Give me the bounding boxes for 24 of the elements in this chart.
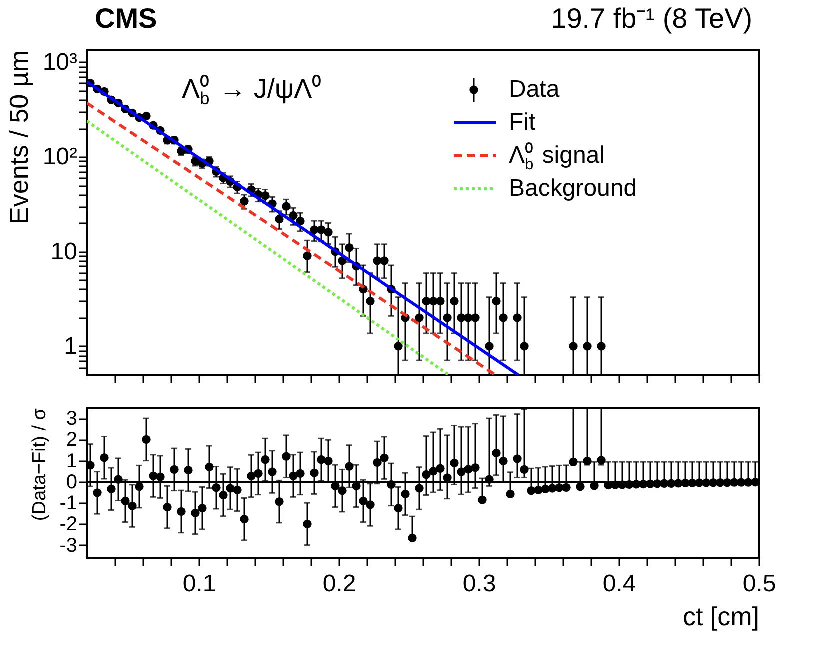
y-tick-label: -1 [60,492,78,515]
y-tick-label: 10² [42,144,78,171]
y-tick-label: 3 [66,408,78,430]
y-tick-label: 1 [66,450,78,472]
x-tick-label: 0.3 [462,570,496,598]
x-tick-label: 0.2 [322,570,356,598]
y-tick-label: 1 [64,332,78,360]
legend-label: Data [509,76,560,103]
y-tick-label: -3 [60,534,78,557]
legend-label: Fit [509,109,536,136]
y-tick-label: 0 [66,471,78,494]
chart-title: CMS [95,3,158,34]
y-axis-title: (Data−Fit) / σ [30,408,51,522]
y-tick-label: 10 [50,238,78,266]
y-tick-label: 10³ [42,48,78,76]
text: 19.7 fb⁻¹ (8 TeV) [551,3,753,34]
x-axis-title: ct [cm] [682,602,760,632]
y-tick-label: 2 [66,429,78,452]
x-tick-label: 0.4 [602,570,636,598]
y-axis-title: Events / 50 µm [4,50,34,224]
x-tick-label: 0.5 [742,570,776,598]
legend-label: Background [509,175,638,202]
x-tick-label: 0.1 [182,570,216,598]
y-tick-label: -2 [60,514,78,536]
